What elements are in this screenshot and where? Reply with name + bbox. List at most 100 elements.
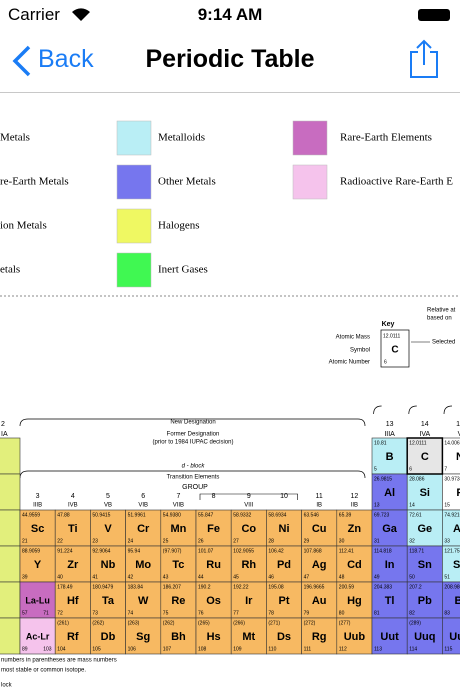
element-symbol: Bi bbox=[455, 595, 460, 607]
atomic-number: 5 bbox=[374, 466, 377, 472]
atomic-number: 78 bbox=[268, 610, 274, 616]
element-cell bbox=[19, 545, 56, 583]
carrier: Carrier bbox=[8, 5, 60, 24]
footnote: lock bbox=[1, 683, 13, 689]
atomic-number: 14 bbox=[409, 502, 415, 508]
atomic-number: 47 bbox=[304, 574, 310, 580]
element-symbol: Si bbox=[420, 487, 430, 499]
atomic-mass: 114.818 bbox=[374, 548, 392, 554]
atomic-number: 81 bbox=[374, 610, 380, 616]
group-number: 15 bbox=[456, 421, 460, 428]
element-symbol: Zr bbox=[67, 559, 79, 571]
element-symbol: Ge bbox=[417, 523, 432, 535]
element-symbol: Au bbox=[312, 595, 327, 607]
key-symbol: C bbox=[391, 345, 398, 356]
group-number: 2 bbox=[1, 421, 5, 428]
atomic-number: 76 bbox=[198, 610, 204, 616]
atomic-mass: 192.22 bbox=[233, 584, 249, 590]
group-number: 12 bbox=[351, 493, 359, 500]
legend-label: Halogens bbox=[158, 220, 200, 232]
element-cell bbox=[406, 581, 443, 619]
atomic-mass: 74.9216 bbox=[444, 512, 460, 518]
atomic-mass: 208.980 bbox=[444, 584, 460, 590]
bracket bbox=[19, 470, 366, 479]
atomic-mass: 58.6934 bbox=[268, 512, 286, 518]
status-bar: Carrier 9:14 AM bbox=[0, 0, 460, 30]
header: Transition Elements bbox=[167, 475, 220, 481]
legend-swatch bbox=[116, 208, 152, 244]
share-button[interactable] bbox=[408, 38, 440, 80]
atomic-mass: 190.2 bbox=[198, 584, 211, 590]
atomic-number: 43 bbox=[163, 574, 169, 580]
header: Former Designation bbox=[167, 432, 220, 438]
group-former: IIB bbox=[351, 503, 358, 509]
element-cell bbox=[0, 509, 21, 547]
group-number: 3 bbox=[36, 493, 40, 500]
element-cell bbox=[0, 437, 21, 475]
element-cell bbox=[90, 509, 126, 547]
atomic-number: 33 bbox=[444, 538, 450, 544]
wifi-icon bbox=[72, 8, 90, 21]
bracket bbox=[408, 405, 417, 415]
header: d - block bbox=[182, 464, 206, 470]
atomic-mass: 195.08 bbox=[268, 584, 284, 590]
group-former: IVA bbox=[419, 431, 430, 438]
element-symbol: Ir bbox=[245, 595, 253, 607]
element-cell bbox=[90, 545, 126, 583]
atomic-mass: 107.868 bbox=[304, 548, 322, 554]
element-cell bbox=[54, 617, 91, 655]
atomic-mass: (263) bbox=[128, 620, 140, 626]
atomic-mass: (262) bbox=[163, 620, 175, 626]
element-symbol: Tc bbox=[172, 559, 184, 571]
element-symbol: Y bbox=[34, 559, 42, 571]
atomic-number: 103 bbox=[43, 646, 52, 652]
atomic-number: 74 bbox=[128, 610, 134, 616]
element-cell bbox=[125, 617, 162, 655]
element-cell bbox=[371, 473, 408, 511]
element-symbol: Rg bbox=[312, 631, 327, 643]
atomic-mass: (271) bbox=[268, 620, 280, 626]
group-number: 4 bbox=[71, 493, 75, 500]
group-former: IIIB bbox=[33, 503, 42, 509]
atomic-mass: 30.9738 bbox=[444, 476, 460, 482]
atomic-mass: 69.723 bbox=[374, 512, 390, 518]
atomic-mass: (266) bbox=[233, 620, 245, 626]
back-button[interactable]: Back bbox=[38, 45, 94, 73]
element-symbol: Pt bbox=[279, 595, 290, 607]
atomic-number: 23 bbox=[92, 538, 98, 544]
group-number: 7 bbox=[176, 493, 180, 500]
atomic-mass: 196.9665 bbox=[304, 584, 325, 590]
element-cell bbox=[336, 617, 373, 655]
legend-label: Metals bbox=[0, 132, 30, 144]
element-symbol: Uuq bbox=[414, 631, 435, 643]
atomic-mass: 12.0111 bbox=[409, 440, 427, 446]
atomic-number: 15 bbox=[444, 502, 450, 508]
back-chevron[interactable] bbox=[10, 44, 34, 78]
element-cell bbox=[301, 545, 338, 583]
atomic-number: 50 bbox=[409, 574, 415, 580]
legend-swatch bbox=[116, 252, 152, 288]
element-cell bbox=[0, 581, 21, 619]
atomic-number: 106 bbox=[128, 646, 137, 652]
element-cell bbox=[90, 617, 126, 655]
atomic-mass: 72.61 bbox=[409, 512, 422, 518]
element-symbol: As bbox=[453, 523, 460, 535]
element-symbol: Ag bbox=[312, 559, 327, 571]
element-symbol: Ni bbox=[279, 523, 290, 535]
key-box bbox=[380, 329, 410, 368]
element-symbol: Rf bbox=[67, 631, 79, 643]
atomic-number: 25 bbox=[163, 538, 169, 544]
legend-label: etals bbox=[0, 264, 20, 276]
legend-swatch bbox=[292, 120, 328, 156]
atomic-number: 48 bbox=[339, 574, 345, 580]
atomic-mass: 186.207 bbox=[163, 584, 181, 590]
atomic-number: 31 bbox=[374, 538, 380, 544]
bracket bbox=[373, 405, 382, 415]
element-symbol: In bbox=[385, 559, 395, 571]
element-symbol: V bbox=[104, 523, 112, 535]
atomic-number: 44 bbox=[198, 574, 204, 580]
atomic-mass: 112.41 bbox=[339, 548, 354, 554]
bracket bbox=[19, 418, 366, 427]
